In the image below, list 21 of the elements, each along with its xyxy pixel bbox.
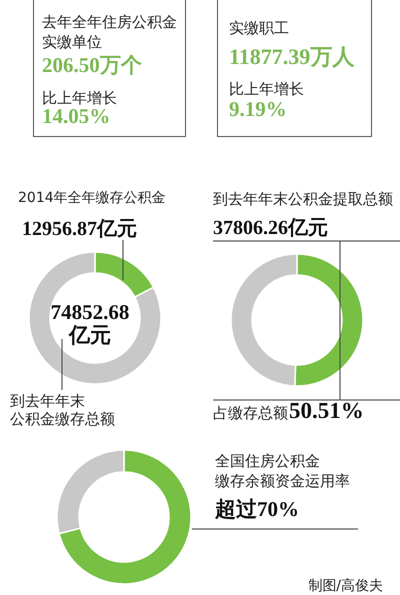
text: 14.05% xyxy=(42,104,110,129)
text: 50.51% xyxy=(289,397,364,425)
text: 实缴职工 xyxy=(229,18,289,38)
text: 12956.87亿元 xyxy=(22,217,137,241)
chart-title: 到去年年末公积金提取总额 xyxy=(213,190,393,208)
text: 比上年增长 xyxy=(229,80,304,98)
text: 去年全年住房公积金实缴单位 xyxy=(42,12,177,52)
text: 11877.39万人 xyxy=(229,44,354,70)
text: 9.19% xyxy=(229,97,287,122)
text: 74852.68亿元 xyxy=(50,300,130,347)
text: 37806.26亿元 xyxy=(213,216,328,240)
donut-slice xyxy=(28,251,162,385)
text: 206.50万个 xyxy=(42,53,142,78)
text: 占缴存总额 xyxy=(213,404,288,422)
donut-slice xyxy=(58,449,192,585)
text: 比上年增长 xyxy=(42,89,117,107)
chart-title: 2014年全年缴存公积金 xyxy=(18,190,166,207)
text: 超过70% xyxy=(215,497,299,522)
text: 全国住房公积金缴存余额资金运用率 xyxy=(215,451,350,491)
text: 制图/高俊夫 xyxy=(308,578,383,595)
text: 到去年年末公积金缴存总额 xyxy=(10,392,115,428)
